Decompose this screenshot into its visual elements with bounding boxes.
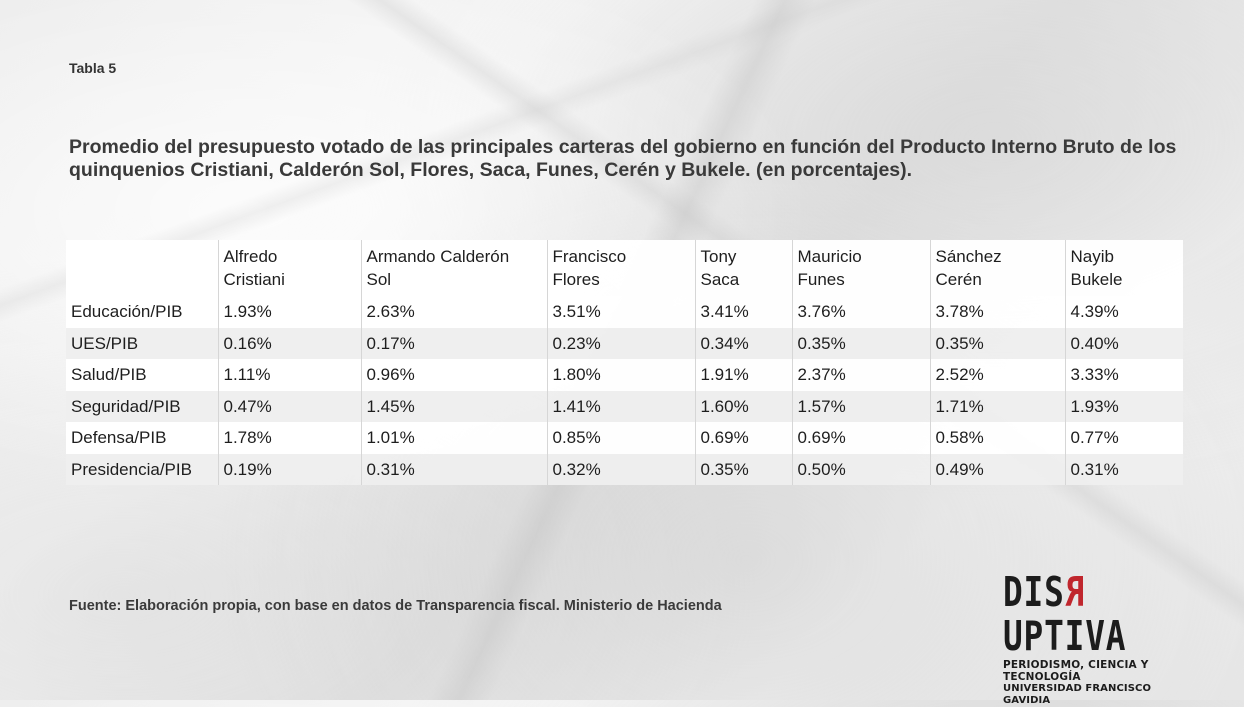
value-cell: 1.41% bbox=[546, 390, 695, 422]
value-cell: 1.93% bbox=[1064, 390, 1183, 422]
value-cell: 0.16% bbox=[217, 327, 361, 359]
value-cell: 3.76% bbox=[791, 296, 930, 328]
row-label: Seguridad/PIB bbox=[66, 390, 218, 422]
logo-mirrored-r: R bbox=[1064, 568, 1086, 616]
row-label: UES/PIB bbox=[66, 327, 218, 359]
value-cell: 0.23% bbox=[546, 327, 695, 359]
column-header: Sánchez Cerén bbox=[929, 240, 1065, 296]
value-cell: 3.51% bbox=[546, 296, 695, 328]
value-cell: 0.77% bbox=[1064, 422, 1183, 454]
table-row: Defensa/PIB 1.78% 1.01% 0.85% 0.69% 0.69% 0.58… bbox=[66, 422, 1183, 454]
data-table: Alfredo Cristiani Armando Calderón Sol Fra… bbox=[66, 240, 1183, 485]
header-row: Alfredo Cristiani Armando Calderón Sol Fra… bbox=[66, 240, 1183, 296]
value-cell: 1.91% bbox=[694, 359, 792, 391]
value-cell: 0.31% bbox=[360, 453, 547, 485]
column-header: Francisco Flores bbox=[546, 240, 695, 296]
header-corner-cell bbox=[66, 240, 218, 296]
value-cell: 0.35% bbox=[791, 327, 930, 359]
value-cell: 0.96% bbox=[360, 359, 547, 391]
value-cell: 1.78% bbox=[217, 422, 361, 454]
value-cell: 1.57% bbox=[791, 390, 930, 422]
value-cell: 1.71% bbox=[929, 390, 1065, 422]
row-label: Presidencia/PIB bbox=[66, 453, 218, 485]
disruptiva-logo: DISRUPTIVA PERIODISMO, CIENCIA Y TECNOLO… bbox=[1003, 568, 1198, 707]
column-header: Alfredo Cristiani bbox=[217, 240, 361, 296]
value-cell: 0.58% bbox=[929, 422, 1065, 454]
logo-tagline: PERIODISMO, CIENCIA Y TECNOLOGÍA bbox=[1003, 659, 1149, 683]
value-cell: 0.35% bbox=[694, 453, 792, 485]
column-header: Tony Saca bbox=[694, 240, 792, 296]
value-cell: 2.37% bbox=[791, 359, 930, 391]
value-cell: 0.31% bbox=[1064, 453, 1183, 485]
value-cell: 3.78% bbox=[929, 296, 1065, 328]
table-row: Educación/PIB 1.93% 2.63% 3.51% 3.41% 3.76% 3.… bbox=[66, 296, 1183, 328]
value-cell: 3.33% bbox=[1064, 359, 1183, 391]
logo-wordmark: DISRUPTIVA bbox=[1003, 568, 1127, 660]
value-cell: 0.69% bbox=[694, 422, 792, 454]
column-header: Nayib Bukele bbox=[1064, 240, 1183, 296]
value-cell: 4.39% bbox=[1064, 296, 1183, 328]
table-title: Promedio del presupuesto votado de las p… bbox=[69, 136, 1177, 181]
value-cell: 0.32% bbox=[546, 453, 695, 485]
column-header: Mauricio Funes bbox=[791, 240, 930, 296]
value-cell: 2.63% bbox=[360, 296, 547, 328]
table-row: Seguridad/PIB 0.47% 1.45% 1.41% 1.60% 1.57% 1.… bbox=[66, 390, 1183, 422]
table-row: Salud/PIB 1.11% 0.96% 1.80% 1.91% 2.37% 2.52% 3… bbox=[66, 359, 1183, 391]
table-row: Presidencia/PIB 0.19% 0.31% 0.32% 0.35% 0.50%… bbox=[66, 453, 1183, 485]
value-cell: 0.34% bbox=[694, 327, 792, 359]
table-body: Educación/PIB 1.93% 2.63% 3.51% 3.41% 3.76% 3.… bbox=[66, 296, 1183, 485]
row-label: Salud/PIB bbox=[66, 359, 218, 391]
value-cell: 0.40% bbox=[1064, 327, 1183, 359]
value-cell: 1.93% bbox=[217, 296, 361, 328]
logo-university: UNIVERSIDAD FRANCISCO GAVIDIA bbox=[1003, 683, 1152, 706]
value-cell: 1.60% bbox=[694, 390, 792, 422]
value-cell: 1.45% bbox=[360, 390, 547, 422]
value-cell: 0.17% bbox=[360, 327, 547, 359]
value-cell: 0.50% bbox=[791, 453, 930, 485]
value-cell: 1.80% bbox=[546, 359, 695, 391]
value-cell: 0.49% bbox=[929, 453, 1065, 485]
row-label: Educación/PIB bbox=[66, 296, 218, 328]
value-cell: 0.47% bbox=[217, 390, 361, 422]
source-note: Fuente: Elaboración propia, con base en … bbox=[69, 598, 722, 614]
value-cell: 0.35% bbox=[929, 327, 1065, 359]
value-cell: 1.01% bbox=[360, 422, 547, 454]
value-cell: 2.52% bbox=[929, 359, 1065, 391]
value-cell: 0.19% bbox=[217, 453, 361, 485]
table-label: Tabla 5 bbox=[69, 60, 117, 76]
value-cell: 1.11% bbox=[217, 359, 361, 391]
value-cell: 3.41% bbox=[694, 296, 792, 328]
table-row: UES/PIB 0.16% 0.17% 0.23% 0.34% 0.35% 0.35% 0.4… bbox=[66, 327, 1183, 359]
value-cell: 0.69% bbox=[791, 422, 930, 454]
column-header: Armando Calderón Sol bbox=[360, 240, 547, 296]
row-label: Defensa/PIB bbox=[66, 422, 218, 454]
value-cell: 0.85% bbox=[546, 422, 695, 454]
